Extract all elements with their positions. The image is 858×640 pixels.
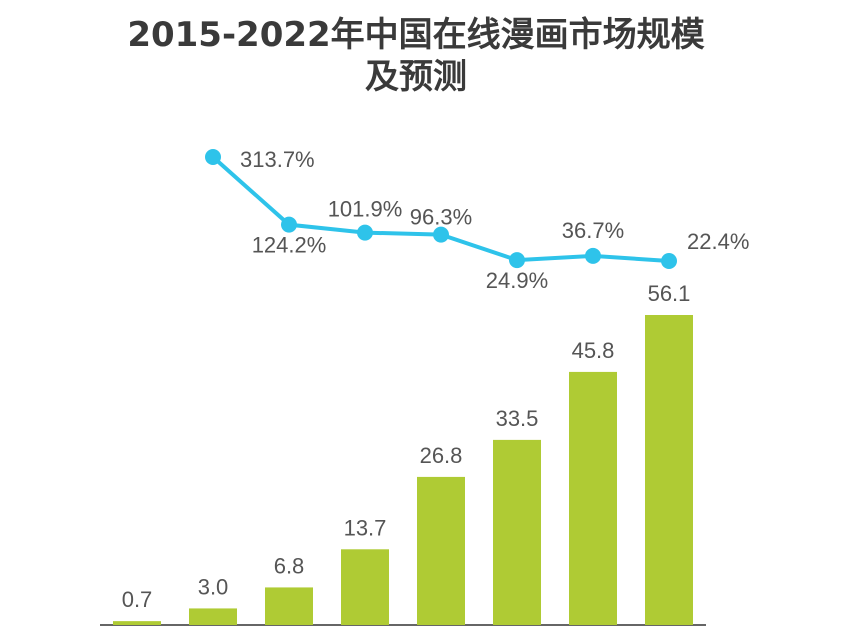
- bar: [189, 608, 237, 625]
- value-label: 6.8: [274, 553, 305, 578]
- value-label: 3.0: [198, 574, 229, 599]
- line-point: [585, 247, 601, 264]
- bar: [645, 315, 693, 625]
- value-label: 56.1: [648, 281, 691, 306]
- value-label: 24.9%: [486, 268, 548, 293]
- value-label: 33.5: [496, 406, 539, 431]
- line-point: [509, 252, 525, 269]
- value-label: 101.9%: [328, 197, 403, 222]
- value-label: 96.3%: [410, 205, 472, 230]
- value-label: 0.7: [122, 587, 153, 612]
- line-point: [661, 253, 677, 269]
- value-label: 313.7%: [240, 147, 315, 172]
- line-point: [205, 149, 221, 165]
- line-point: [433, 226, 449, 243]
- bar: [265, 587, 313, 625]
- bar: [417, 476, 465, 625]
- bar: [569, 371, 617, 625]
- bar: [113, 621, 161, 625]
- line-point: [357, 224, 373, 241]
- value-label: 22.4%: [687, 229, 749, 254]
- value-label: 26.8: [420, 443, 463, 468]
- value-label: 13.7: [344, 515, 387, 540]
- value-label: 45.8: [572, 338, 615, 363]
- bar: [341, 549, 389, 625]
- chart-title: 2015-2022年中国在线漫画市场规模及预测: [127, 15, 705, 97]
- value-label: 36.7%: [562, 218, 624, 243]
- bar: [493, 439, 541, 625]
- line-point: [281, 216, 297, 233]
- value-label: 124.2%: [252, 233, 327, 258]
